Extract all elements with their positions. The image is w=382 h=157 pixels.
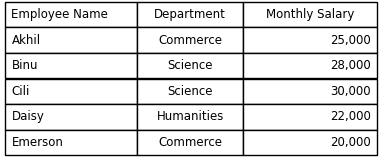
Bar	[137, 78, 243, 104]
Text: Employee Name: Employee Name	[11, 8, 108, 21]
Text: Science: Science	[167, 85, 213, 98]
Text: Daisy: Daisy	[11, 110, 44, 123]
Bar	[243, 53, 377, 78]
Bar	[243, 130, 377, 155]
Text: Binu: Binu	[11, 59, 38, 72]
Text: Monthly Salary: Monthly Salary	[266, 8, 354, 21]
Text: Humanities: Humanities	[156, 110, 224, 123]
Text: Department: Department	[154, 8, 226, 21]
Text: 25,000: 25,000	[330, 34, 371, 47]
Bar	[137, 2, 243, 27]
Bar	[5, 130, 137, 155]
Bar	[5, 27, 137, 53]
Bar	[137, 104, 243, 130]
Text: Commerce: Commerce	[158, 136, 222, 149]
Bar	[5, 53, 137, 78]
Bar	[137, 130, 243, 155]
Bar	[243, 104, 377, 130]
Text: Emerson: Emerson	[11, 136, 63, 149]
Text: Science: Science	[167, 59, 213, 72]
Bar	[243, 27, 377, 53]
Bar	[137, 53, 243, 78]
Bar	[5, 104, 137, 130]
Text: 28,000: 28,000	[330, 59, 371, 72]
Text: Akhil: Akhil	[11, 34, 40, 47]
Bar	[5, 2, 137, 27]
Text: 20,000: 20,000	[330, 136, 371, 149]
Text: 30,000: 30,000	[330, 85, 371, 98]
Text: Cili: Cili	[11, 85, 30, 98]
Bar	[5, 78, 137, 104]
Text: 22,000: 22,000	[330, 110, 371, 123]
Bar	[137, 27, 243, 53]
Bar	[243, 2, 377, 27]
Bar	[243, 78, 377, 104]
Text: Commerce: Commerce	[158, 34, 222, 47]
